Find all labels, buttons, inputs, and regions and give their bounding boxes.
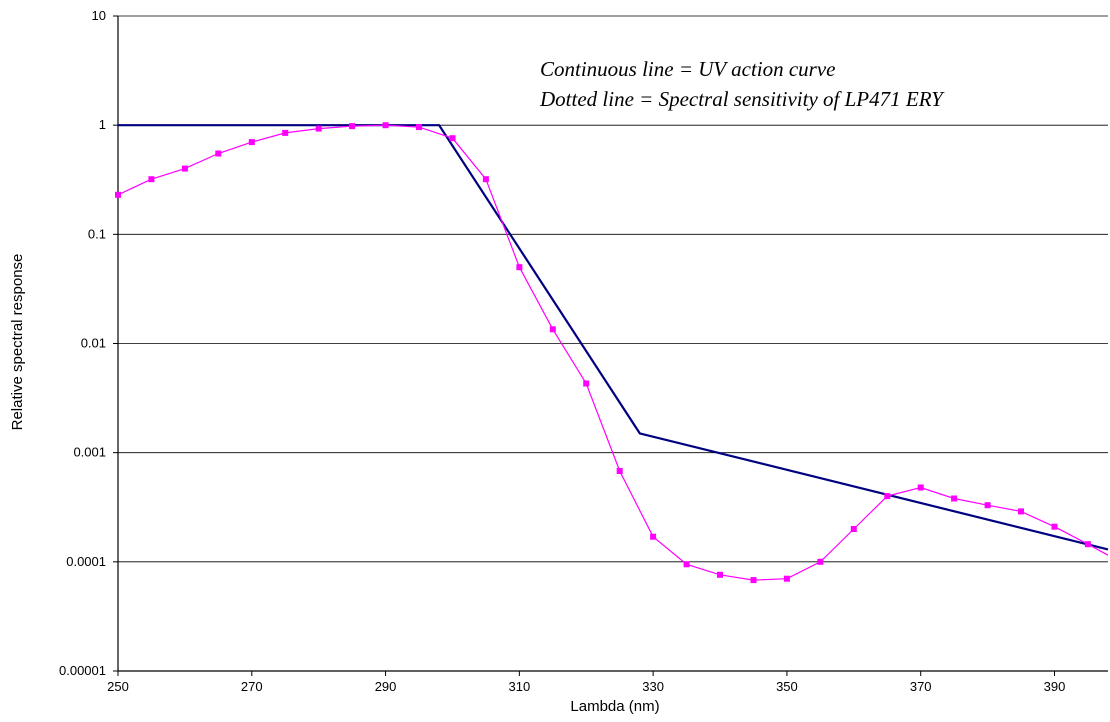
x-axis-title: Lambda (nm) bbox=[570, 698, 659, 715]
data-point-marker bbox=[416, 124, 422, 131]
x-tick-label: 270 bbox=[241, 679, 263, 694]
data-point-marker bbox=[315, 125, 322, 132]
data-point-marker bbox=[951, 495, 958, 502]
y-tick-label: 0.0001 bbox=[66, 554, 106, 569]
y-tick-label: 10 bbox=[92, 8, 106, 23]
y-tick-label: 0.00001 bbox=[59, 663, 106, 678]
gridlines bbox=[113, 15, 1108, 676]
data-point-marker bbox=[516, 264, 523, 271]
x-tick-label: 310 bbox=[508, 679, 530, 694]
annotation-line-1: Continuous line = UV action curve bbox=[540, 57, 836, 81]
x-tick-label: 330 bbox=[642, 679, 664, 694]
data-point-marker bbox=[817, 558, 824, 565]
x-tick-label: 290 bbox=[375, 679, 397, 694]
data-point-marker bbox=[1018, 508, 1024, 515]
data-point-marker bbox=[148, 176, 155, 183]
data-point-marker bbox=[850, 526, 857, 532]
data-point-marker bbox=[884, 493, 891, 500]
y-tick-label: 0.1 bbox=[88, 226, 106, 241]
y-axis-title: Relative spectral response bbox=[9, 254, 26, 431]
data-point-marker bbox=[115, 191, 121, 198]
data-point-marker bbox=[382, 122, 389, 129]
data-point-marker bbox=[349, 123, 356, 130]
x-tick-label: 390 bbox=[1044, 679, 1066, 694]
data-point-marker bbox=[482, 176, 489, 183]
data-point-marker bbox=[1051, 523, 1058, 530]
y-tick-label: 0.001 bbox=[73, 445, 106, 460]
data-point-marker bbox=[650, 533, 657, 540]
data-point-marker bbox=[282, 129, 289, 136]
uv-action-curve bbox=[118, 124, 1109, 551]
x-tick-label: 370 bbox=[910, 679, 932, 694]
y-tick-label: 0.01 bbox=[81, 336, 106, 351]
data-point-marker bbox=[917, 484, 924, 491]
data-point-marker bbox=[616, 468, 623, 474]
data-point-marker bbox=[248, 139, 255, 146]
y-tick-label: 1 bbox=[99, 117, 106, 132]
data-point-marker bbox=[583, 380, 590, 387]
data-point-marker bbox=[1084, 541, 1091, 548]
series-line-uv-action bbox=[118, 124, 1109, 551]
data-point-marker bbox=[549, 326, 556, 333]
data-point-marker bbox=[717, 571, 723, 578]
data-point-marker bbox=[783, 575, 790, 582]
data-point-marker bbox=[750, 577, 757, 584]
data-point-marker bbox=[683, 561, 690, 568]
x-tick-labels: 250 270 290 310 330 350 370 390 bbox=[107, 679, 1065, 694]
data-point-marker bbox=[984, 502, 991, 509]
annotation-line-2: Dotted line = Spectral sensitivity of LP… bbox=[539, 87, 945, 111]
data-point-marker bbox=[215, 150, 222, 157]
lp471-sensitivity-curve bbox=[115, 122, 1109, 584]
data-point-marker bbox=[449, 135, 456, 142]
x-tick-label: 350 bbox=[776, 679, 798, 694]
x-tick-label: 250 bbox=[107, 679, 129, 694]
data-point-marker bbox=[181, 165, 188, 172]
y-tick-labels: 0.00001 0.0001 0.001 0.01 0.1 1 10 bbox=[59, 8, 106, 678]
